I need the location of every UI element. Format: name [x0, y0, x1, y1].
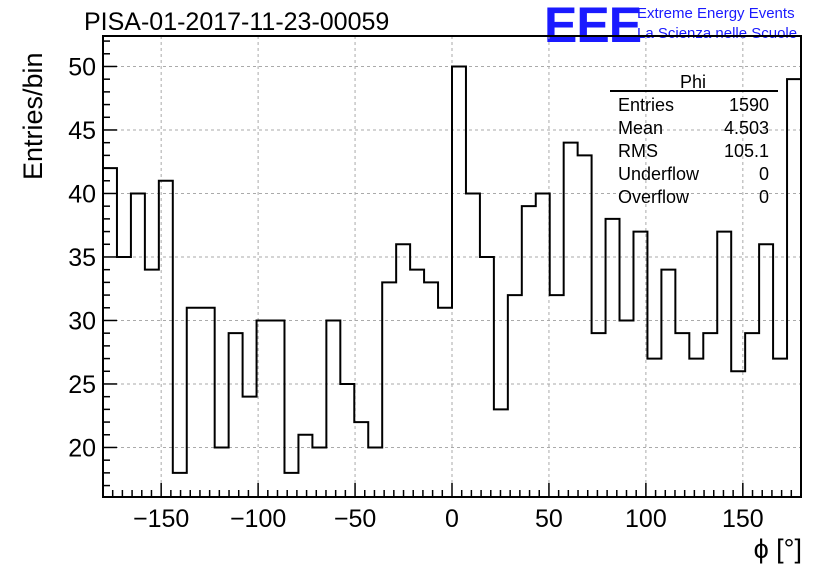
x-tick-label: 150	[722, 505, 764, 533]
x-tick-label: 0	[445, 505, 459, 533]
stats-value: 4.503	[724, 118, 769, 138]
y-tick-label: 35	[68, 244, 96, 272]
stats-value: 1590	[729, 95, 769, 115]
x-tick-labels: −150 −100 −50 0 50 100 150	[133, 505, 764, 533]
stats-value: 0	[759, 187, 769, 207]
y-axis-label: Entries/bin	[18, 52, 48, 180]
eee-logo: EEE	[544, 0, 642, 53]
stats-value: 105.1	[724, 141, 769, 161]
logo-line-2: La Scienza nelle Scuole	[637, 25, 798, 42]
y-tick-label: 40	[68, 180, 96, 208]
stats-label: Overflow	[618, 187, 690, 207]
y-tick-label: 20	[68, 434, 96, 462]
chart-title: PISA-01-2017-11-23-00059	[84, 8, 390, 36]
stats-label: Underflow	[618, 164, 700, 184]
stats-label: Mean	[618, 118, 663, 138]
x-tick-label: −150	[133, 505, 189, 533]
logo-line-1: Extreme Energy Events	[637, 5, 795, 22]
x-tick-label: −100	[230, 505, 286, 533]
axis-ticks	[103, 40, 793, 497]
y-tick-label: 50	[68, 53, 96, 81]
y-tick-labels: 20 25 30 35 40 45 50	[68, 53, 96, 462]
x-tick-label: −50	[334, 505, 376, 533]
stats-title: Phi	[680, 72, 706, 92]
stats-value: 0	[759, 164, 769, 184]
histogram-step-line	[102, 65, 802, 497]
x-axis-label: ϕ [°]	[754, 534, 802, 564]
x-tick-label: 100	[625, 505, 667, 533]
y-tick-label: 45	[68, 117, 96, 145]
stats-label: RMS	[618, 141, 658, 161]
x-tick-label: 50	[535, 505, 563, 533]
stats-label: Entries	[618, 95, 674, 115]
stats-box: Phi Entries 1590 Mean 4.503 RMS 105.1 Underflo…	[610, 72, 778, 207]
y-tick-label: 25	[68, 371, 96, 399]
y-tick-label: 30	[68, 307, 96, 335]
